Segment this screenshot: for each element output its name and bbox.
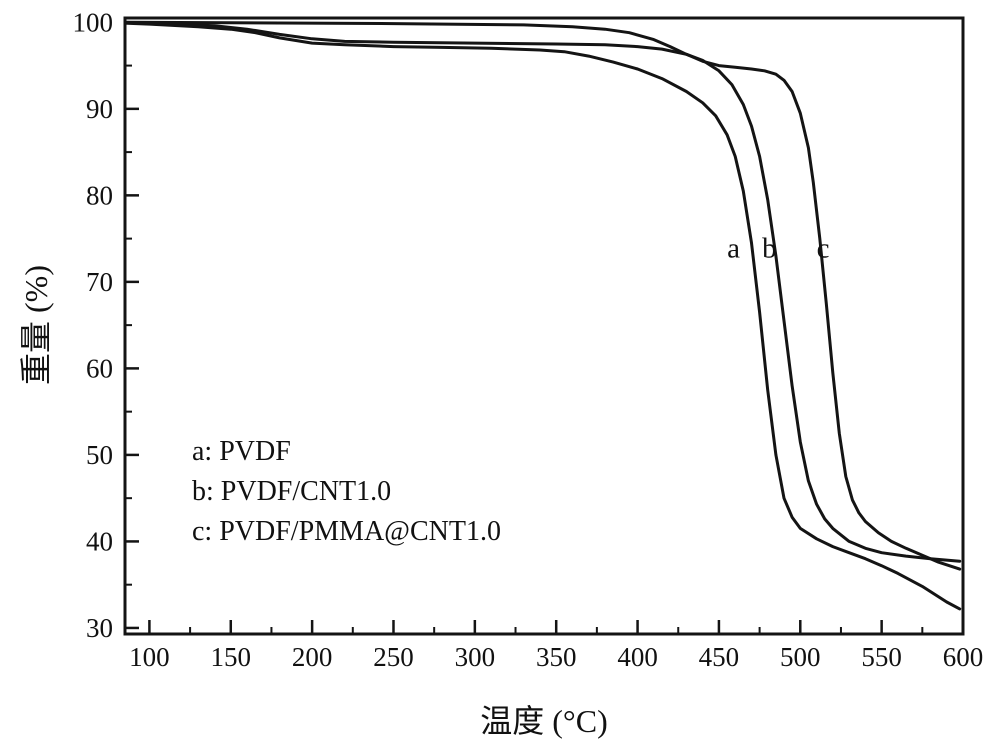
x-tick-label: 100 bbox=[129, 642, 170, 672]
y-tick-label: 40 bbox=[86, 526, 113, 556]
y-tick-label: 50 bbox=[86, 440, 113, 470]
x-tick-label: 600 bbox=[943, 642, 984, 672]
x-tick-label: 500 bbox=[780, 642, 821, 672]
x-tick-label: 250 bbox=[373, 642, 414, 672]
legend-item-b: b: PVDF/CNT1.0 bbox=[192, 476, 392, 507]
legend: a: PVDF b: PVDF/CNT1.0 c: PVDF/PMMA@CNT1… bbox=[192, 432, 501, 552]
x-tick-label: 200 bbox=[292, 642, 333, 672]
y-tick-label: 30 bbox=[86, 613, 113, 643]
legend-item-a: a: PVDF bbox=[192, 436, 291, 467]
y-tick-label: 100 bbox=[73, 7, 114, 37]
y-axis-title: 重量 (%) bbox=[18, 265, 54, 385]
y-tick-label: 80 bbox=[86, 180, 113, 210]
legend-item-c: c: PVDF/PMMA@CNT1.0 bbox=[192, 516, 501, 547]
y-tick-label: 70 bbox=[86, 267, 113, 297]
x-tick-label: 450 bbox=[699, 642, 740, 672]
x-tick-label: 150 bbox=[211, 642, 252, 672]
x-axis-title: 温度 (°C) bbox=[480, 703, 608, 739]
y-tick-label: 90 bbox=[86, 94, 113, 124]
curve-label-c: c bbox=[817, 233, 830, 265]
axes: 100 150 200 250 300 350 400 450 500 550 600 30 40 50 6… bbox=[73, 7, 984, 672]
curve-b bbox=[123, 20, 962, 563]
curve-label-a: a bbox=[727, 233, 740, 265]
curve-label-b: b bbox=[762, 233, 777, 265]
curve-a bbox=[123, 21, 962, 611]
x-tick-label: 550 bbox=[861, 642, 902, 672]
x-tick-label: 400 bbox=[617, 642, 658, 672]
y-tick-label: 60 bbox=[86, 353, 113, 383]
x-tick-label: 300 bbox=[455, 642, 496, 672]
curve-c bbox=[123, 20, 962, 571]
x-tick-label: 350 bbox=[536, 642, 577, 672]
